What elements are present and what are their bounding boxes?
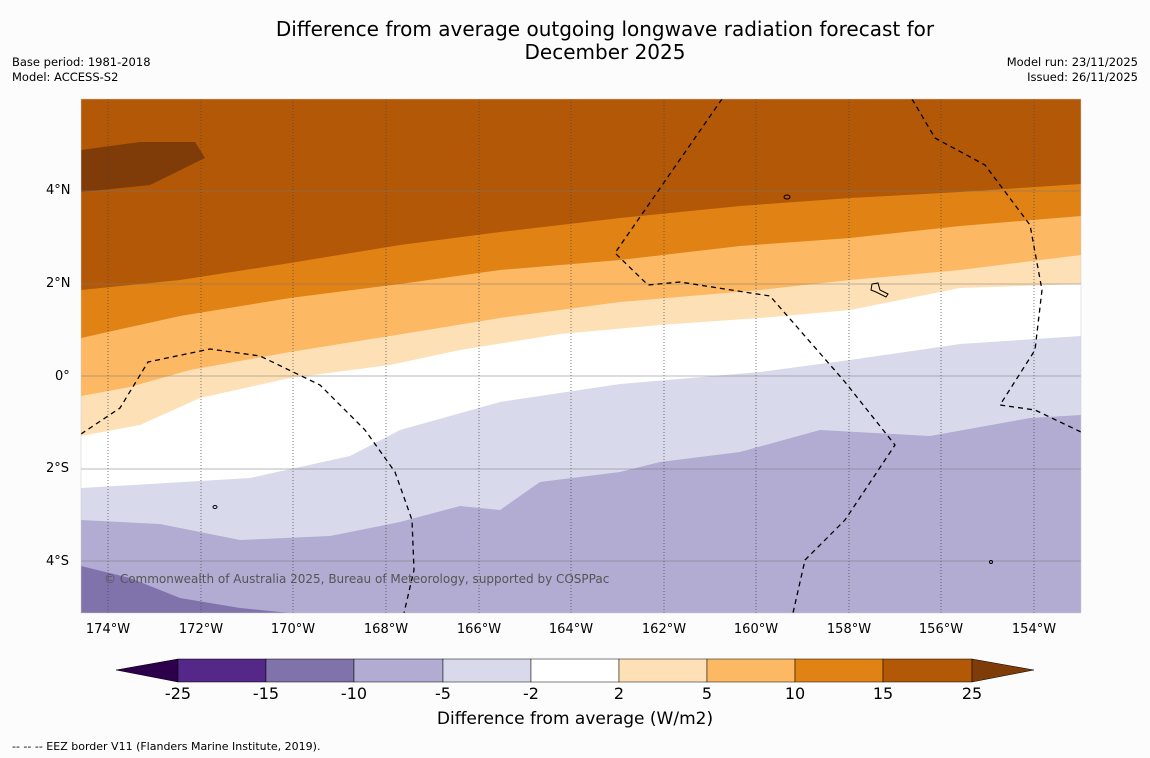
colorbar-swatch-10-15 (794, 658, 884, 683)
colorbar (115, 658, 1035, 683)
lat-tick-0: 0° (55, 369, 70, 384)
colorbar-tick: 10 (784, 684, 806, 703)
island-east (989, 560, 993, 564)
lon-tick-158w: 158°W (826, 622, 872, 637)
island-kiritimati (870, 282, 889, 298)
colorbar-swatch-2-5 (618, 658, 708, 683)
colorbar-tick: -5 (435, 684, 451, 703)
colorbar-swatch-lt-25 (115, 658, 179, 683)
lon-tick-168w: 168°W (363, 622, 409, 637)
colorbar-swatch-neg2-pos2 (530, 658, 620, 683)
base-period: Base period: 1981-2018 (12, 55, 151, 69)
anomaly-field (81, 99, 1081, 613)
map-frame (80, 98, 1082, 614)
meta-left: Base period: 1981-2018 Model: ACCESS-S2 (12, 55, 151, 85)
lon-tick-174w: 174°W (85, 622, 131, 637)
colorbar-tick: -25 (164, 684, 192, 703)
model-run: Model run: 23/11/2025 (1006, 55, 1138, 69)
island-jarvis (783, 194, 791, 200)
colorbar-label: Difference from average (W/m2) (436, 709, 714, 729)
colorbar-swatch-gt-25 (971, 658, 1035, 683)
lon-tick-162w: 162°W (641, 622, 687, 637)
colorbar-tick: -15 (252, 684, 280, 703)
colorbar-swatch-neg25-neg15 (177, 658, 267, 683)
lon-tick-166w: 166°W (456, 622, 502, 637)
lon-tick-164w: 164°W (548, 622, 594, 637)
colorbar-tick: 2 (613, 684, 625, 703)
lat-tick-4n: 4°N (46, 183, 71, 198)
colorbar-tick: 25 (961, 684, 983, 703)
colorbar-tick: 15 (872, 684, 894, 703)
band-neg15-neg10 (81, 566, 290, 613)
lon-tick-160w: 160°W (733, 622, 779, 637)
issued-date: Issued: 26/11/2025 (1027, 70, 1138, 84)
lat-tick-2n: 2°N (46, 276, 71, 291)
copyright-notice: © Commonwealth of Australia 2025, Bureau… (104, 572, 610, 586)
colorbar-swatch-15-25 (882, 658, 973, 683)
band-15-25 (81, 99, 1081, 290)
eez-footnote: -- -- -- EEZ border V11 (Flanders Marine… (12, 740, 321, 753)
lon-tick-154w: 154°W (1011, 622, 1057, 637)
parallel-gridlines (81, 190, 1081, 562)
colorbar-tick: -10 (340, 684, 368, 703)
colorbar-swatch-neg5-neg2 (442, 658, 532, 683)
lon-tick-170w: 170°W (270, 622, 316, 637)
lon-tick-156w: 156°W (918, 622, 964, 637)
islands (212, 194, 993, 564)
island-west (212, 505, 218, 509)
colorbar-tick: -2 (523, 684, 539, 703)
model-name: Model: ACCESS-S2 (12, 70, 119, 84)
colorbar-tick: 5 (701, 684, 713, 703)
lat-tick-4s: 4°S (46, 554, 70, 569)
colorbar-swatch-neg15-neg10 (265, 658, 355, 683)
lon-tick-172w: 172°W (178, 622, 224, 637)
band-over-25 (81, 142, 205, 192)
colorbar-swatch-5-10 (706, 658, 796, 683)
eez-borders (81, 99, 1081, 613)
lat-tick-2s: 2°S (46, 461, 70, 476)
meta-right: Model run: 23/11/2025 Issued: 26/11/2025 (1007, 55, 1138, 85)
colorbar-swatch-neg10-neg5 (353, 658, 444, 683)
map-title: Difference from average outgoing longwav… (275, 17, 935, 64)
